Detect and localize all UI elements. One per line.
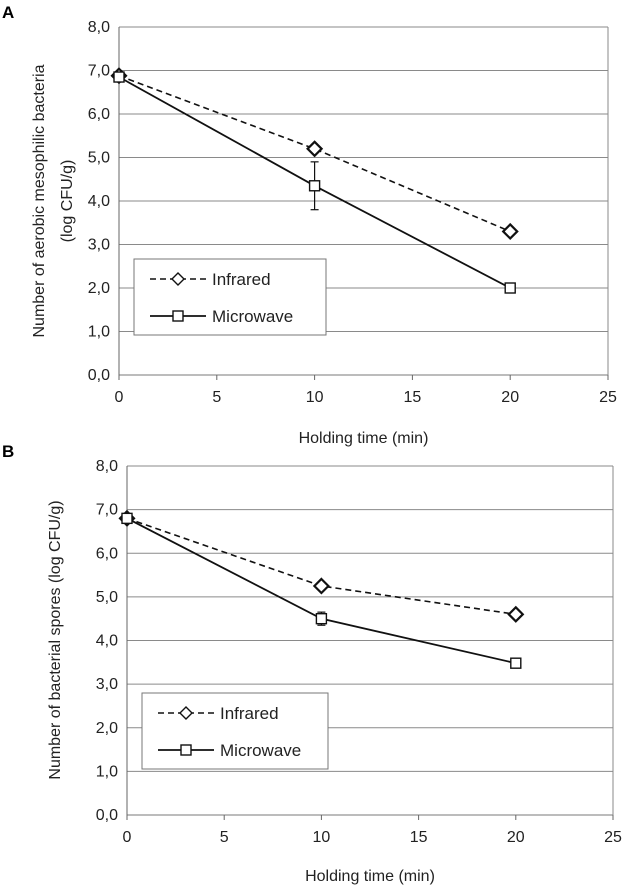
data-point-microwave	[504, 282, 516, 294]
y-tick-label: 2,0	[96, 720, 118, 737]
y-tick-label: 5,0	[96, 589, 118, 606]
data-point-microwave	[510, 657, 522, 669]
panel-letter-a: A	[2, 3, 14, 22]
y-tick-label: 2,0	[88, 280, 110, 297]
panel-letter-b: B	[2, 442, 14, 461]
y-tick-label: 1,0	[96, 763, 118, 780]
y-tick-label: 3,0	[96, 676, 118, 693]
data-point-microwave	[113, 71, 125, 83]
data-point-infrared	[312, 577, 330, 595]
x-tick-label: 25	[604, 829, 622, 846]
y-axis-title-units: (log CFU/g)	[59, 160, 76, 243]
series-line-infrared	[118, 74, 511, 233]
y-axis-title: Number of bacterial spores (log CFU/g)	[47, 500, 64, 779]
data-point-microwave	[121, 512, 133, 525]
x-tick-label: 0	[115, 389, 124, 406]
legend-marker-infrared	[171, 272, 185, 286]
y-tick-label: 4,0	[96, 633, 118, 650]
y-tick-label: 5,0	[88, 150, 110, 167]
data-point-infrared	[306, 140, 324, 158]
x-tick-label: 10	[306, 389, 324, 406]
x-axis-title: Holding time (min)	[305, 868, 435, 885]
x-tick-label: 15	[410, 829, 428, 846]
legend-label-microwave: Microwave	[220, 741, 301, 760]
y-tick-label: 0,0	[88, 367, 110, 384]
x-tick-label: 5	[220, 829, 229, 846]
legend-box	[141, 692, 329, 770]
data-point-microwave	[308, 180, 321, 192]
legend-marker-microwave	[180, 744, 192, 756]
y-tick-label: 3,0	[88, 237, 110, 254]
y-axis-title: Number of aerobic mesophilic bacteria	[31, 64, 48, 337]
x-tick-label: 5	[212, 389, 221, 406]
data-point-microwave	[315, 612, 328, 625]
x-tick-label: 0	[123, 829, 132, 846]
y-tick-label: 0,0	[96, 807, 118, 824]
legend-label-infrared: Infrared	[212, 270, 271, 289]
legend-label-infrared: Infrared	[220, 704, 279, 723]
legend-box	[133, 258, 327, 336]
y-tick-label: 7,0	[96, 502, 118, 519]
x-tick-label: 10	[313, 829, 331, 846]
y-tick-label: 1,0	[88, 324, 110, 341]
y-tick-label: 6,0	[88, 106, 110, 123]
x-axis-title: Holding time (min)	[299, 430, 429, 447]
legend-marker-infrared	[179, 706, 193, 720]
y-tick-label: 8,0	[96, 458, 118, 475]
y-tick-label: 6,0	[96, 545, 118, 562]
chart-panel-b: 0,0 1,0 2,0 3,0 4,0 5,0 6,0 7,0 8,0 0 5 10 15 20 25 Hol…	[47, 458, 622, 885]
y-tick-label: 7,0	[88, 63, 110, 80]
chart-panel-a: 0,0 1,0 2,0 3,0 4,0 5,0 6,0 7,0 8,0 0 5 10 15 20 25 Hol…	[31, 19, 617, 447]
x-tick-label: 20	[507, 829, 525, 846]
legend-label-microwave: Microwave	[212, 307, 293, 326]
legend-marker-microwave	[172, 310, 184, 322]
x-tick-label: 25	[599, 389, 617, 406]
x-tick-label: 15	[404, 389, 422, 406]
data-point-infrared	[501, 222, 519, 241]
x-tick-label: 20	[501, 389, 519, 406]
data-point-infrared	[507, 605, 525, 623]
y-tick-label: 8,0	[88, 19, 110, 36]
y-tick-label: 4,0	[88, 193, 110, 210]
